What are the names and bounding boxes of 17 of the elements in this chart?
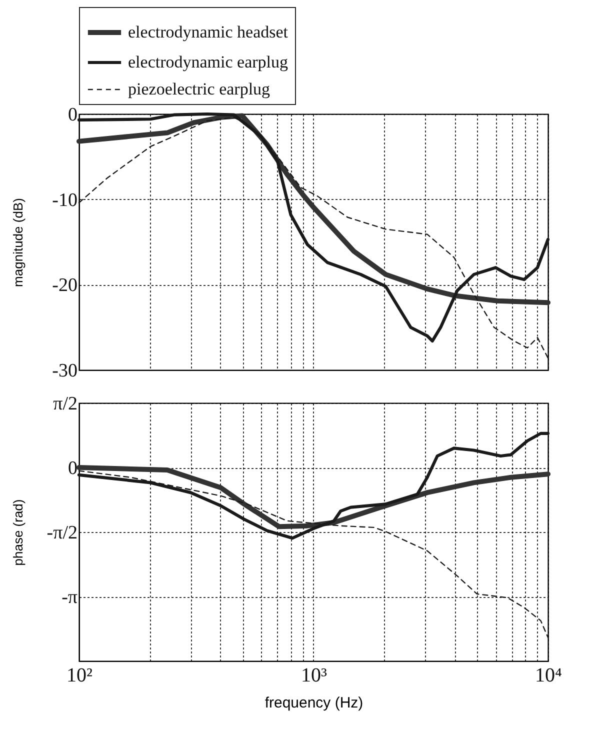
x-axis-title: frequency (Hz) [264, 694, 364, 712]
y-tick-label: -10 [52, 190, 78, 211]
legend-label: electrodynamic headset [128, 22, 288, 42]
legend-label: piezoelectric earplug [128, 80, 271, 98]
x-tick-label: 10³ [301, 664, 327, 686]
y-tick-label: -20 [52, 275, 78, 296]
y-tick-label: -30 [52, 360, 78, 382]
y-axis-title: magnitude (dB) [10, 198, 26, 287]
legend-label: electrodynamic earplug [128, 52, 289, 72]
y-tick-label: 0 [68, 104, 78, 126]
y-tick-label: 0 [68, 458, 78, 480]
y-axis-title: phase (rad) [10, 499, 26, 566]
y-tick-label: -π [62, 587, 78, 608]
y-tick-label: π/2 [53, 394, 78, 414]
x-tick-label: 10² [66, 664, 92, 686]
x-tick-label: 10⁴ [535, 664, 562, 686]
y-tick-label: -π/2 [46, 522, 78, 544]
